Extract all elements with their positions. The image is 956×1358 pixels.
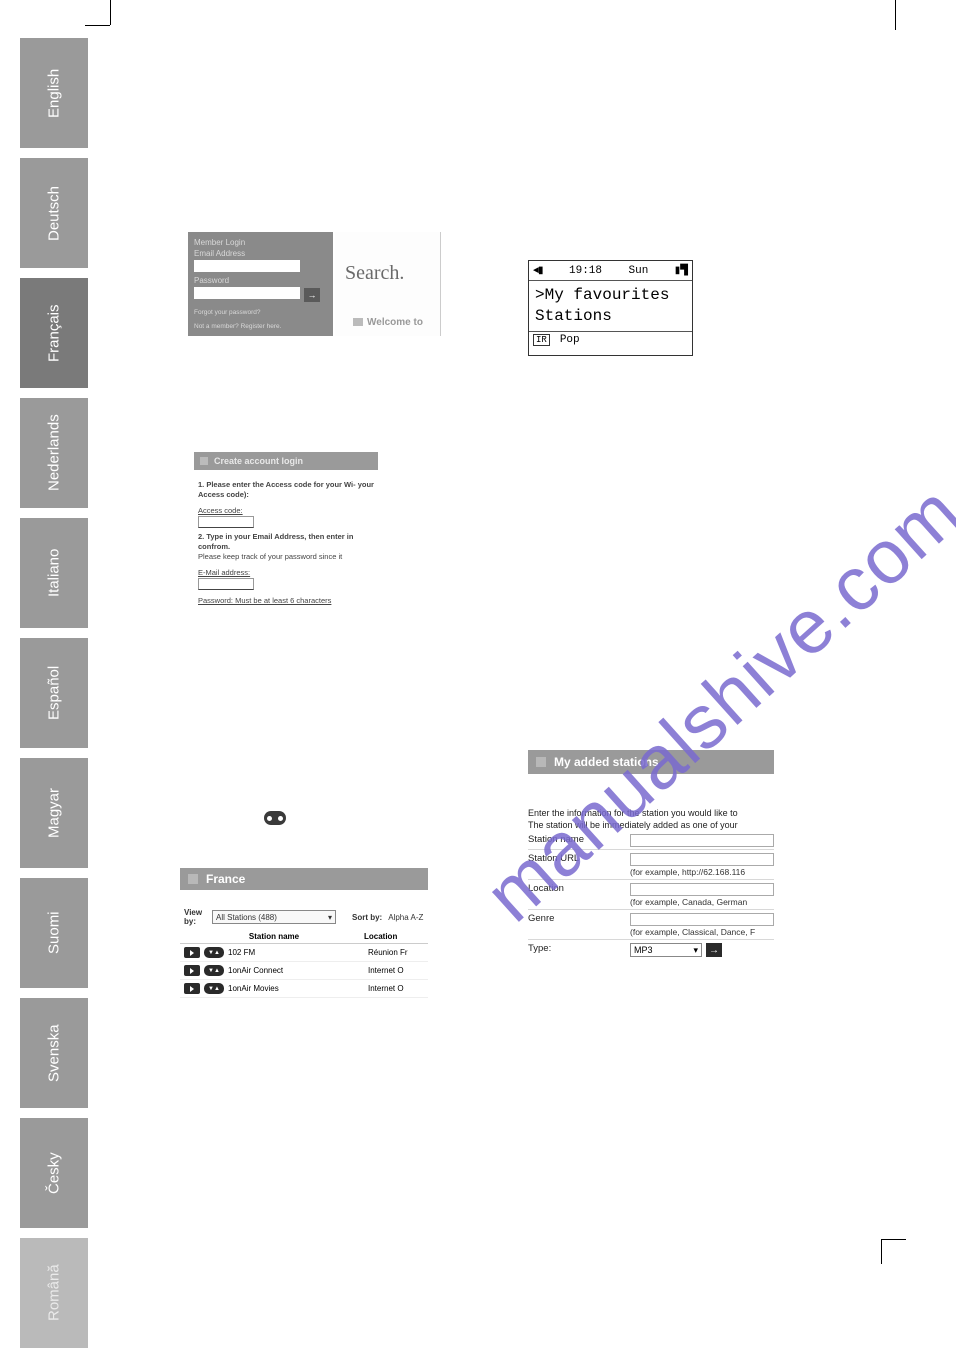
create-email-label: E-Mail address: (198, 568, 374, 578)
station-location: Internet O (368, 966, 424, 975)
welcome-text: Welcome to (335, 285, 440, 328)
login-title: Member Login (194, 238, 327, 247)
station-name[interactable]: 1onAir Movies (228, 984, 368, 993)
header-icon (536, 757, 546, 767)
station-url-input[interactable] (630, 853, 774, 866)
register-link[interactable]: Not a member? Register here. (194, 323, 327, 331)
crop-mark (881, 1239, 882, 1264)
location-input[interactable] (630, 883, 774, 896)
play-button[interactable] (184, 983, 200, 994)
member-login-panel: Member Login Email Address Password → Fo… (188, 232, 333, 336)
device-lcd-display: ◄▮ 19:18 Sun ▮▜ >My favourites Stations … (528, 260, 693, 356)
play-button[interactable] (184, 965, 200, 976)
step2b-text: Please keep track of your password since… (198, 552, 374, 562)
access-code-input[interactable] (198, 516, 254, 528)
location-label: Location (528, 883, 630, 894)
station-badge: ▼▲ (204, 947, 224, 958)
create-heading: Create account login (214, 456, 303, 466)
play-button[interactable] (184, 947, 200, 958)
crop-mark (110, 0, 111, 25)
step1-text: 1. Please enter the Access code for your… (198, 480, 374, 500)
lang-tab-english[interactable]: English (20, 38, 88, 148)
my-added-stations-panel: My added stations Enter the information … (528, 750, 774, 959)
url-hint: (for example, http://62.168.116 (630, 867, 774, 877)
slider-dot (278, 816, 283, 821)
location-hint: (for example, Canada, German (630, 897, 774, 907)
genre-label: Genre (528, 913, 630, 924)
search-heading: Search. (335, 232, 440, 285)
station-row: ▼▲ 1onAir Connect Internet O (180, 962, 428, 980)
email-input[interactable] (194, 260, 300, 272)
station-name[interactable]: 102 FM (228, 948, 368, 957)
create-password-label: Password: Must be at least 6 characters (198, 596, 374, 606)
lcd-time: 19:18 (569, 265, 602, 277)
lang-tab-svenska[interactable]: Svenska (20, 998, 88, 1108)
crop-mark (85, 25, 110, 26)
lcd-genre: Pop (560, 334, 580, 346)
crop-mark (881, 1239, 906, 1240)
signal-icon: ▮▜ (675, 265, 688, 277)
station-badge: ▼▲ (204, 983, 224, 994)
create-email-input[interactable] (198, 578, 254, 590)
station-name[interactable]: 1onAir Connect (228, 966, 368, 975)
col-location: Location (364, 932, 424, 941)
lang-tab-magyar[interactable]: Magyar (20, 758, 88, 868)
view-by-select[interactable]: All Stations (488)▾ (212, 910, 336, 924)
station-row: ▼▲ 1onAir Movies Internet O (180, 980, 428, 998)
lang-tab-nederlands[interactable]: Nederlands (20, 398, 88, 508)
france-stations-panel: France View by: All Stations (488)▾ Sort… (180, 868, 428, 998)
create-account-panel: Create account login 1. Please enter the… (194, 452, 378, 612)
search-panel: Search. Welcome to (335, 232, 441, 336)
col-station-name: Station name (184, 932, 364, 941)
header-icon (188, 874, 198, 884)
genre-hint: (for example, Classical, Dance, F (630, 927, 774, 937)
station-url-label: Station URL (528, 853, 630, 864)
france-heading: France (206, 872, 245, 886)
type-select[interactable]: MP3▾ (630, 943, 702, 957)
lang-tab-suomi[interactable]: Suomi (20, 878, 88, 988)
slider-dot (267, 816, 272, 821)
type-label: Type: (528, 943, 630, 954)
lcd-day: Sun (629, 265, 649, 277)
lcd-line2: Stations (535, 306, 686, 327)
header-icon (200, 457, 208, 465)
lang-tab-cesky[interactable]: Česky (20, 1118, 88, 1228)
station-badge: ▼▲ (204, 965, 224, 976)
station-row: ▼▲ 102 FM Réunion Fr (180, 944, 428, 962)
intro-line2: The station will be immediately added as… (528, 820, 774, 832)
add-station-button[interactable]: → (706, 943, 722, 957)
sort-by-label: Sort by: (352, 913, 382, 922)
lang-tab-romana[interactable]: Română (20, 1238, 88, 1348)
password-input[interactable] (194, 287, 300, 299)
station-name-input[interactable] (630, 834, 774, 847)
sort-by-value: Alpha A-Z (388, 913, 423, 922)
welcome-icon (353, 318, 363, 326)
lang-tab-espanol[interactable]: Español (20, 638, 88, 748)
added-heading: My added stations (554, 755, 659, 769)
station-location: Internet O (368, 984, 424, 993)
lcd-line1: >My favourites (535, 285, 686, 306)
crop-mark (895, 0, 896, 30)
lcd-mode: IR (533, 334, 550, 346)
step2-text: 2. Type in your Email Address, then ente… (198, 532, 374, 552)
forgot-password-link[interactable]: Forgot your password? (194, 309, 327, 317)
lang-tab-francais[interactable]: Français (20, 278, 88, 388)
password-label: Password (194, 276, 327, 285)
lang-tab-deutsch[interactable]: Deutsch (20, 158, 88, 268)
login-submit-button[interactable]: → (304, 288, 320, 302)
language-sidebar: English Deutsch Français Nederlands Ital… (20, 38, 88, 1358)
email-label: Email Address (194, 249, 327, 258)
access-code-label: Access code: (198, 506, 374, 516)
lang-tab-italiano[interactable]: Italiano (20, 518, 88, 628)
view-by-label: View by: (184, 908, 212, 926)
intro-line1: Enter the information for the station yo… (528, 808, 774, 820)
genre-input[interactable] (630, 913, 774, 926)
station-location: Réunion Fr (368, 948, 424, 957)
station-name-label: Station name (528, 834, 630, 845)
volume-icon: ◄▮ (533, 265, 543, 277)
slider-toggle[interactable] (264, 811, 286, 825)
